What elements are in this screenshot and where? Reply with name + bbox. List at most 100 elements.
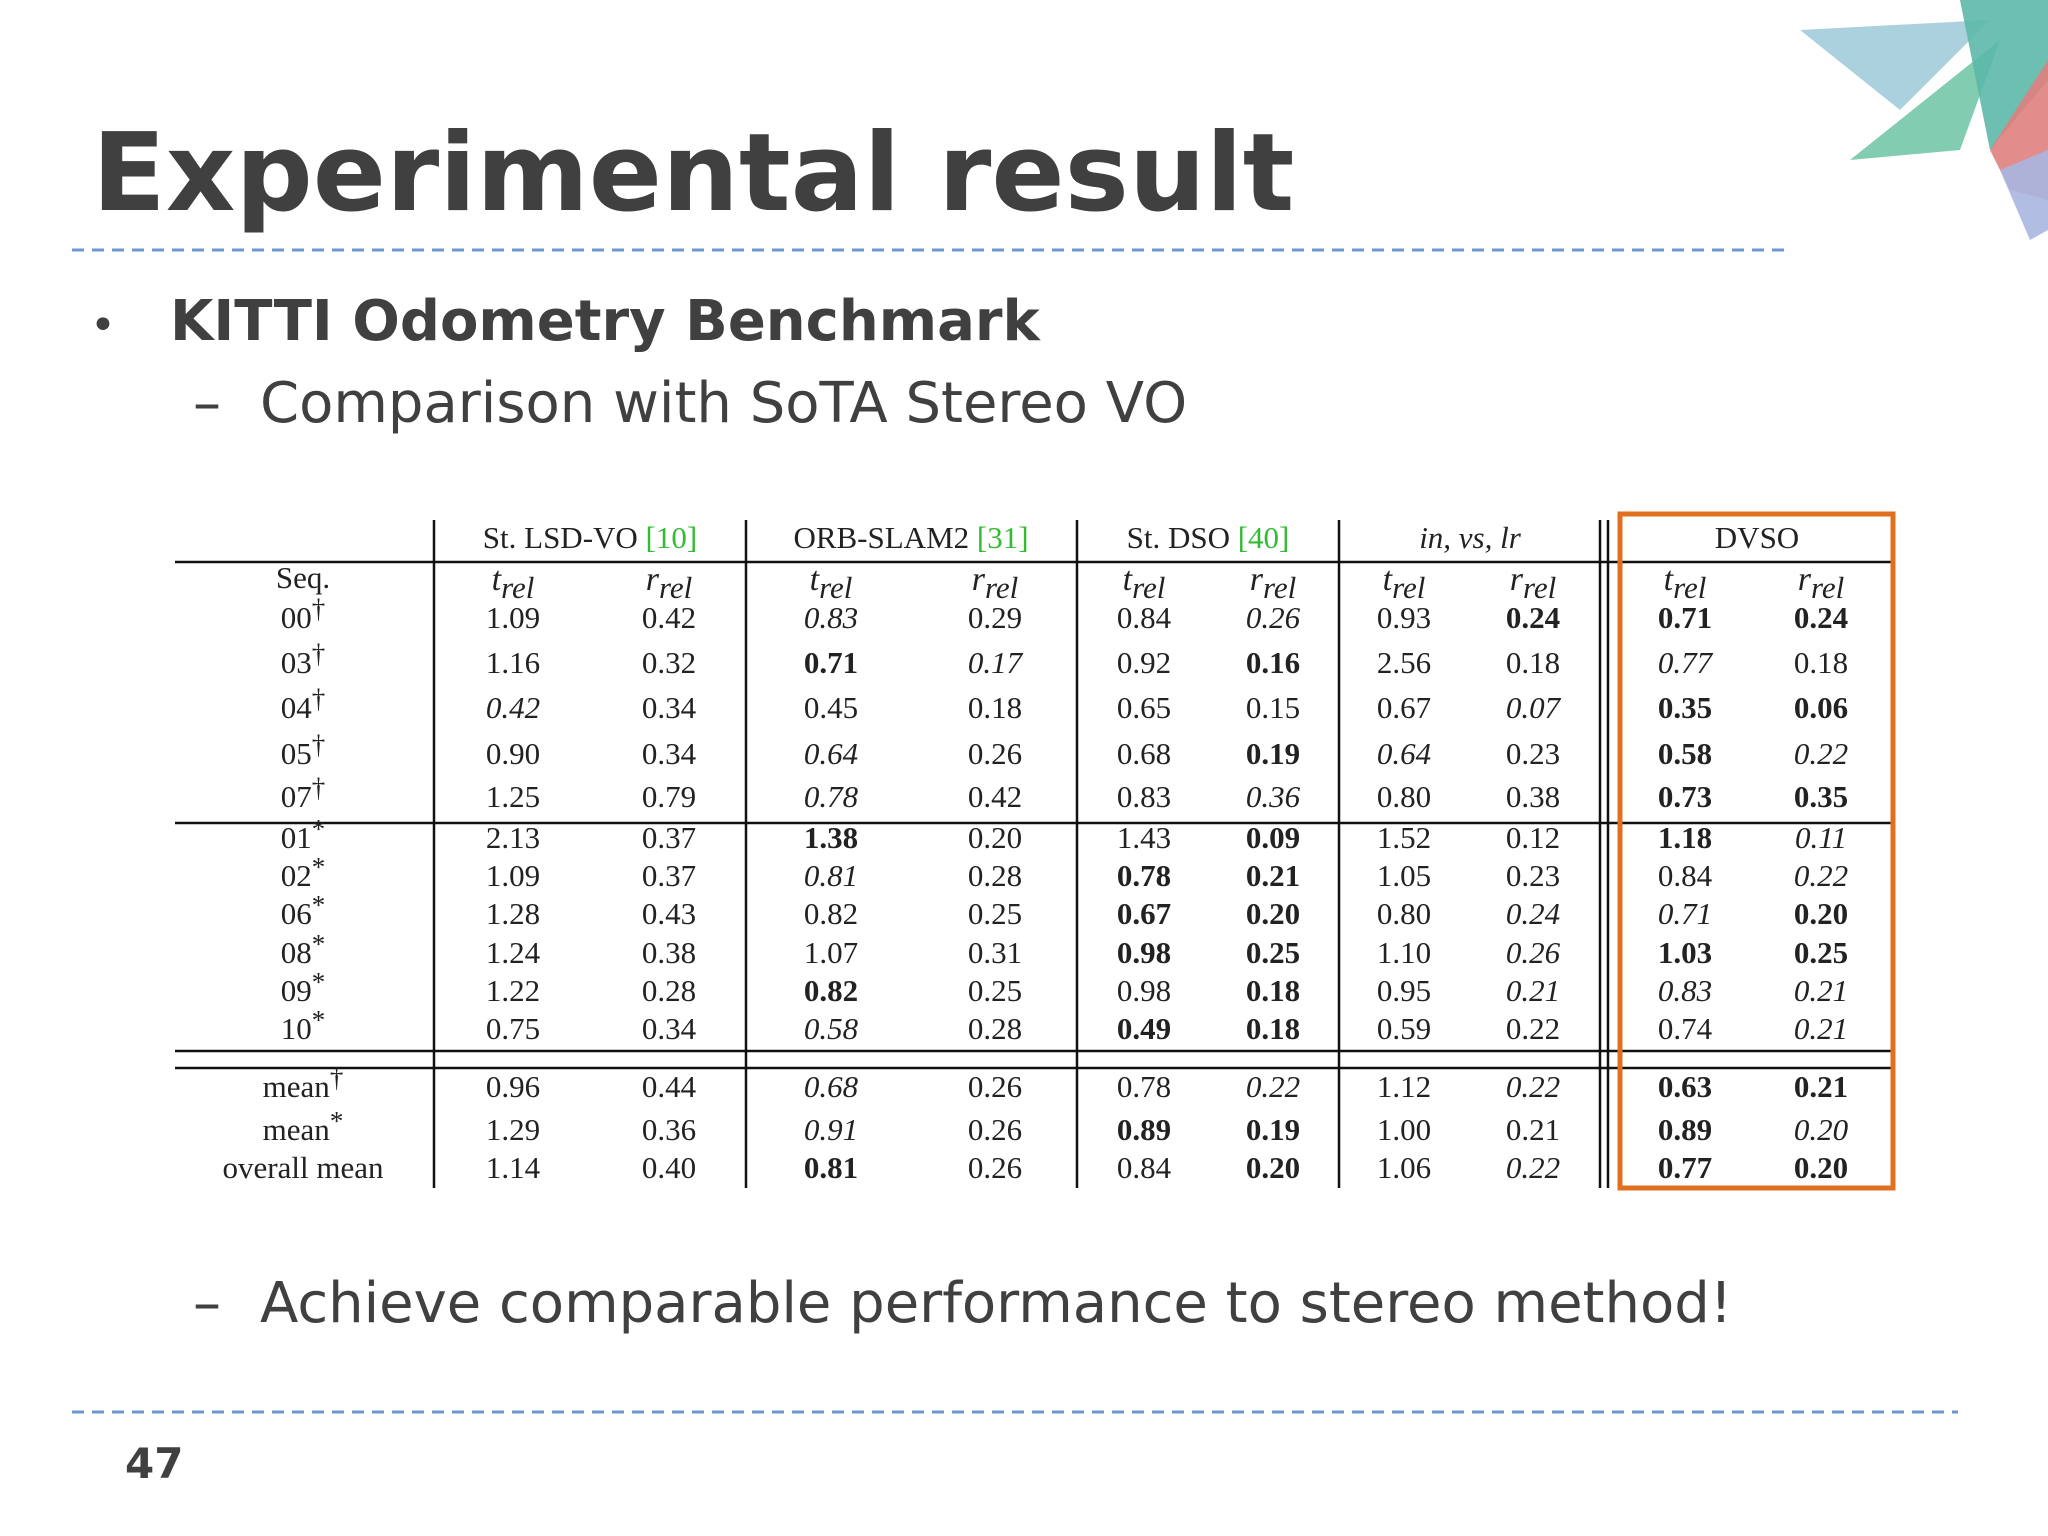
shape: [2000, 150, 2048, 240]
group-ref: [31]: [977, 520, 1029, 555]
row-label: 00†: [281, 594, 326, 635]
cell: 0.18: [1794, 645, 1848, 680]
seq-mark: *: [312, 814, 326, 844]
cell: 0.22: [1246, 1069, 1300, 1104]
metric-header: rrel: [1798, 561, 1845, 605]
cell: 1.38: [804, 820, 858, 855]
row-label: 08*: [281, 929, 326, 970]
sub-bullet-text: Comparison with SoTA Stereo VO: [260, 371, 1187, 436]
metric-sub: rel: [819, 570, 852, 605]
cell: 0.06: [1794, 690, 1848, 725]
cell: 0.79: [642, 779, 696, 814]
row-label: overall mean: [223, 1150, 384, 1185]
seq-mark: *: [312, 852, 326, 882]
seq: 02: [281, 858, 312, 893]
cell: 0.25: [968, 896, 1022, 931]
cell: 0.67: [1377, 690, 1431, 725]
group-name: in, vs, lr: [1419, 520, 1522, 555]
cell: 0.64: [804, 736, 858, 771]
corner-decoration: [1800, 0, 2048, 240]
cell: 0.20: [968, 820, 1022, 855]
cell: 0.18: [1506, 645, 1560, 680]
bullet-dot: •: [90, 300, 116, 351]
cell: 0.64: [1377, 736, 1431, 771]
cell: 0.09: [1246, 820, 1300, 855]
cell: 1.29: [486, 1112, 540, 1147]
cell: 0.58: [1658, 736, 1712, 771]
cell: 0.92: [1117, 645, 1171, 680]
cell: 0.22: [1794, 858, 1848, 893]
group-header: DVSO: [1715, 520, 1799, 555]
cell: 0.95: [1377, 973, 1431, 1008]
cell: 0.43: [642, 896, 696, 931]
row-label: 07†: [281, 773, 326, 814]
cell: 0.19: [1246, 1112, 1300, 1147]
cell: 1.16: [486, 645, 540, 680]
metric-base: r: [972, 561, 986, 598]
shape: [1800, 20, 1990, 110]
cell: 0.22: [1794, 736, 1848, 771]
cell: 0.11: [1795, 820, 1847, 855]
cell: 0.25: [968, 973, 1022, 1008]
seq: overall mean: [223, 1150, 384, 1185]
cell: 0.32: [642, 645, 696, 680]
metric-sub: rel: [501, 570, 534, 605]
title: Experimental result: [92, 111, 1294, 236]
seq: 05: [281, 736, 312, 771]
cell: 1.00: [1377, 1112, 1431, 1147]
seq-mark: †: [312, 730, 326, 760]
group-ref: [40]: [1238, 520, 1290, 555]
row-label: 01*: [281, 814, 326, 855]
cell: 2.13: [486, 820, 540, 855]
seq: 08: [281, 935, 312, 970]
cell: 0.20: [1794, 1150, 1848, 1185]
conclusion-text: Achieve comparable performance to stereo…: [260, 1271, 1732, 1336]
cell: 1.09: [486, 600, 540, 635]
cell: 0.38: [642, 935, 696, 970]
cell: 0.35: [1794, 779, 1848, 814]
cell: 0.75: [486, 1011, 540, 1046]
metric-sub: rel: [985, 570, 1018, 605]
row-label: 06*: [281, 890, 326, 931]
cell: 0.22: [1506, 1011, 1560, 1046]
cell: 0.26: [1246, 600, 1301, 635]
seq-mark: †: [330, 1063, 344, 1093]
group-name: DVSO: [1715, 520, 1799, 555]
results-table: St. LSD-VO [10] ORB-SLAM2 [31] St. DSO [40…: [175, 520, 1894, 1188]
metric-header: trel: [1383, 561, 1426, 605]
cell: 0.83: [804, 600, 858, 635]
cell: 0.83: [1117, 779, 1171, 814]
cell: 0.82: [804, 896, 858, 931]
group-name: ORB-SLAM2: [793, 520, 969, 555]
cell: 0.37: [642, 820, 696, 855]
cell: 0.28: [968, 858, 1022, 893]
group-header: St. LSD-VO [10]: [483, 520, 697, 555]
cell: 0.25: [1794, 935, 1848, 970]
cell: 0.24: [1506, 600, 1560, 635]
metric-base: r: [1250, 561, 1264, 598]
cell: 0.40: [642, 1150, 696, 1185]
metric-base: r: [1798, 561, 1812, 598]
dash: –: [193, 1271, 221, 1336]
shape: [1850, 40, 2000, 160]
metric-base: r: [646, 561, 660, 598]
cell: 0.42: [968, 779, 1022, 814]
metric-header: trel: [492, 561, 535, 605]
row-label: 05†: [281, 730, 326, 771]
cell: 0.68: [804, 1069, 859, 1104]
cell: 0.34: [642, 690, 697, 725]
metric-header: rrel: [1250, 561, 1297, 605]
cell: 0.21: [1506, 1112, 1560, 1147]
cell: 0.59: [1377, 1011, 1431, 1046]
cell: 0.34: [642, 1011, 697, 1046]
metric-sub: rel: [1811, 570, 1844, 605]
cell: 0.82: [804, 973, 858, 1008]
metric-header: trel: [1664, 561, 1707, 605]
seq-mark: †: [312, 684, 326, 714]
row-label: 03†: [281, 639, 326, 680]
cell: 0.24: [1794, 600, 1848, 635]
cell: 1.12: [1377, 1069, 1431, 1104]
row-label: 10*: [281, 1005, 326, 1046]
